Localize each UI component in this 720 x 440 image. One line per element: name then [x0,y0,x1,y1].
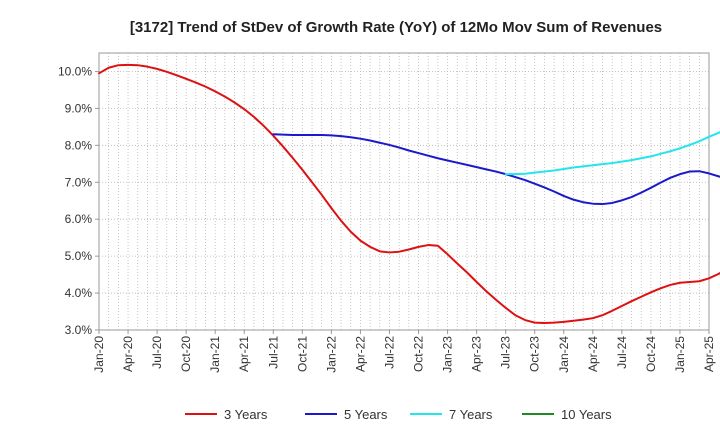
y-tick-label: 6.0% [65,212,93,226]
x-tick-label: Jul-22 [382,336,396,369]
x-tick-label: Jan-25 [673,336,687,373]
x-axis-ticks: Jan-20 Apr-20 Jul-20 Oct-20 Jan-21 Apr-21 Jul-… [92,330,716,373]
x-tick-label: Jan-22 [324,336,338,373]
legend-label-10-years: 10 Years [561,407,612,422]
x-tick-label: Jan-23 [441,336,455,373]
y-tick-label: 4.0% [65,286,93,300]
x-tick-label: Jan-24 [557,336,571,373]
x-tick-label: Oct-21 [295,336,309,372]
x-tick-label: Apr-20 [121,336,135,372]
x-tick-label: Apr-25 [702,336,716,372]
x-tick-label: Jul-20 [150,336,164,369]
x-tick-label: Apr-22 [353,336,367,372]
x-tick-label: Jul-23 [499,336,513,369]
x-tick-label: Apr-23 [470,336,484,372]
chart-title: [3172] Trend of StDev of Growth Rate (Yo… [130,19,662,36]
y-tick-label: 5.0% [65,249,93,263]
x-tick-label: Jan-20 [92,336,106,373]
legend-label-5-years: 5 Years [344,407,388,422]
y-axis-ticks: 3.0% 4.0% 5.0% 6.0% 7.0% 8.0% 9.0% 10.0% [58,64,99,337]
series-lines [98,63,720,324]
x-tick-label: Oct-24 [644,336,658,372]
x-tick-label: Apr-21 [237,336,251,372]
grid [99,53,709,331]
y-tick-label: 10.0% [58,64,92,78]
series-line-7-years [504,130,720,176]
y-tick-label: 8.0% [65,138,93,152]
x-tick-label: Oct-22 [412,336,426,372]
plot-area [98,52,710,331]
y-tick-label: 3.0% [65,323,93,337]
x-tick-label: Oct-23 [528,336,542,372]
legend: 3 Years 5 Years 7 Years 10 Years [185,407,612,422]
x-tick-label: Jul-21 [266,336,280,369]
legend-label-3-years: 3 Years [224,407,268,422]
legend-label-7-years: 7 Years [449,407,493,422]
y-tick-label: 9.0% [65,101,93,115]
x-tick-label: Oct-20 [179,336,193,372]
y-tick-label: 7.0% [65,175,93,189]
x-tick-label: Jan-21 [208,336,222,373]
x-tick-label: Apr-24 [586,336,600,372]
x-tick-label: Jul-24 [615,336,629,369]
series-line-3-years [98,63,720,324]
series-line-5-years [272,133,720,206]
